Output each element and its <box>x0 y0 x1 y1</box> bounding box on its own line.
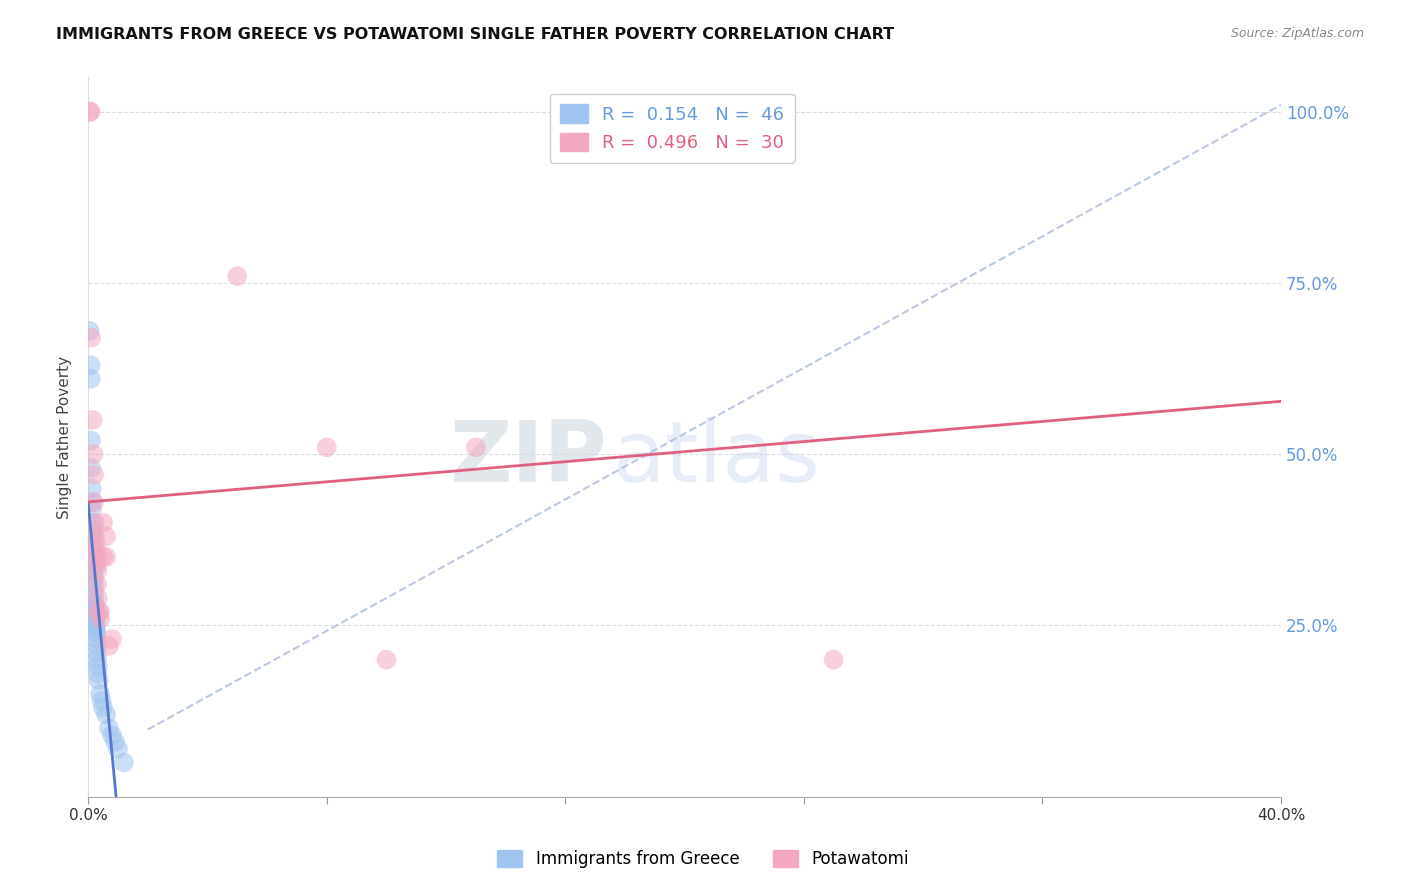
Point <box>86 632 108 647</box>
Point <box>83 577 105 591</box>
Point <box>107 741 129 756</box>
Point <box>91 516 114 530</box>
Point <box>84 618 107 632</box>
Text: atlas: atlas <box>613 417 821 500</box>
Point <box>104 735 127 749</box>
Point <box>82 529 104 543</box>
Point <box>94 549 117 564</box>
Point <box>82 543 104 558</box>
Point <box>613 104 636 119</box>
Point <box>87 673 110 688</box>
Point <box>83 598 105 612</box>
Point <box>79 358 101 372</box>
Point <box>464 440 486 454</box>
Point <box>86 659 108 673</box>
Point <box>86 646 108 660</box>
Point <box>84 625 107 640</box>
Point <box>89 605 111 619</box>
Point <box>82 523 104 537</box>
Point <box>101 632 124 647</box>
Point <box>84 611 107 625</box>
Point <box>86 639 108 653</box>
Point <box>83 584 105 599</box>
Point <box>80 434 103 448</box>
Point <box>86 557 108 571</box>
Point <box>87 605 110 619</box>
Point <box>86 564 108 578</box>
Point <box>86 549 108 564</box>
Point <box>101 728 124 742</box>
Point <box>89 687 111 701</box>
Point <box>83 598 105 612</box>
Point <box>823 653 845 667</box>
Point <box>83 591 105 605</box>
Point <box>83 495 105 509</box>
Point <box>90 694 112 708</box>
Point <box>79 104 101 119</box>
Point <box>83 557 105 571</box>
Text: Source: ZipAtlas.com: Source: ZipAtlas.com <box>1230 27 1364 40</box>
Point <box>84 605 107 619</box>
Point <box>375 653 398 667</box>
Point <box>94 707 117 722</box>
Point <box>80 495 103 509</box>
Text: IMMIGRANTS FROM GREECE VS POTAWATOMI SINGLE FATHER POVERTY CORRELATION CHART: IMMIGRANTS FROM GREECE VS POTAWATOMI SIN… <box>56 27 894 42</box>
Point <box>80 482 103 496</box>
Point <box>98 721 121 735</box>
Point <box>86 666 108 681</box>
Point <box>83 529 105 543</box>
Legend: Immigrants from Greece, Potawatomi: Immigrants from Greece, Potawatomi <box>491 843 915 875</box>
Point <box>80 502 103 516</box>
Point <box>84 618 107 632</box>
Point <box>84 605 107 619</box>
Point <box>91 700 114 714</box>
Point <box>86 577 108 591</box>
Point <box>89 611 111 625</box>
Point <box>315 440 337 454</box>
Point <box>84 625 107 640</box>
Point <box>84 611 107 625</box>
Point <box>82 516 104 530</box>
Point <box>86 591 108 605</box>
Point <box>94 529 117 543</box>
Point <box>98 639 121 653</box>
Point <box>82 413 104 427</box>
Point <box>80 372 103 386</box>
Point <box>79 104 101 119</box>
Point <box>82 536 104 550</box>
Point <box>112 756 135 770</box>
Legend: R =  0.154   N =  46, R =  0.496   N =  30: R = 0.154 N = 46, R = 0.496 N = 30 <box>550 94 794 163</box>
Point <box>226 269 249 284</box>
Point <box>80 331 103 345</box>
Point <box>84 536 107 550</box>
Point <box>80 461 103 475</box>
Point <box>91 549 114 564</box>
Point <box>83 447 105 461</box>
Point <box>83 570 105 584</box>
Point <box>84 543 107 558</box>
Text: ZIP: ZIP <box>450 417 607 500</box>
Point <box>83 516 105 530</box>
Point <box>83 549 105 564</box>
Y-axis label: Single Father Poverty: Single Father Poverty <box>58 356 72 518</box>
Point <box>83 467 105 482</box>
Point <box>79 324 101 338</box>
Point <box>86 653 108 667</box>
Point <box>83 564 105 578</box>
